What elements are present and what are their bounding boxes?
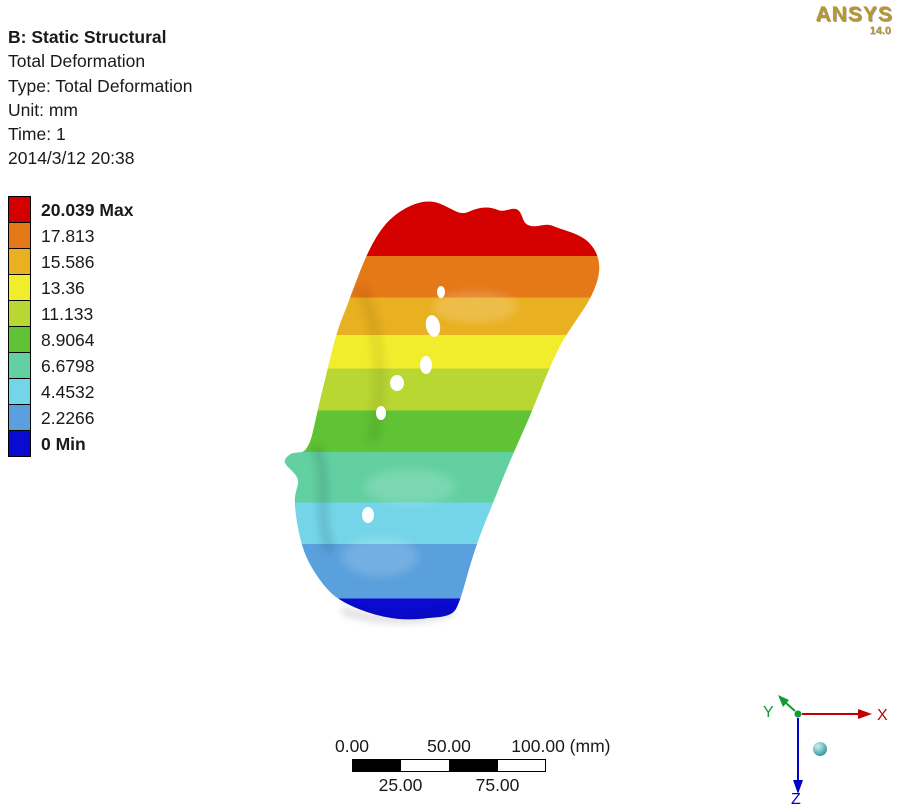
legend-color-swatch <box>8 248 31 275</box>
scale-segment <box>496 760 545 771</box>
legend-value: 6.6798 <box>41 355 95 376</box>
legend-item: 6.6798 <box>8 352 133 379</box>
scale-bar <box>352 759 546 772</box>
legend-item: 13.36 <box>8 274 133 301</box>
triad-x-axis[interactable]: X <box>802 707 888 724</box>
legend-value: 8.9064 <box>41 329 95 350</box>
scale-segment <box>400 760 449 771</box>
ansys-version-text: 14.0 <box>869 25 891 37</box>
legend-item: 17.813 <box>8 222 133 249</box>
legend-item: 15.586 <box>8 248 133 275</box>
legend-value: 13.36 <box>41 277 85 298</box>
scale-segment <box>353 760 401 771</box>
scale-label-50: 50.00 <box>427 736 471 756</box>
triad-isometric-ball[interactable] <box>813 742 827 756</box>
spine-model-silhouette <box>284 201 600 620</box>
model-surface-shading <box>311 284 517 623</box>
scale-ruler: 0.00 50.00 100.00 (mm) 25.00 75.00 <box>335 736 611 797</box>
deformation-contour-plot <box>284 201 600 623</box>
triad-y-axis[interactable]: Y <box>763 695 802 721</box>
result-type: Type: Total Deformation <box>8 75 193 96</box>
legend-item: 11.133 <box>8 300 133 327</box>
legend-value: 4.4532 <box>41 381 95 402</box>
ansys-brand-text: ANSYS <box>815 3 893 26</box>
legend-color-swatch <box>8 326 31 353</box>
legend-color-swatch <box>8 378 31 405</box>
legend-color-swatch <box>8 404 31 431</box>
legend-item: 20.039 Max <box>8 196 134 223</box>
analysis-system-title: B: Static Structural <box>8 27 167 47</box>
legend-value: 15.586 <box>41 251 95 272</box>
legend-color-swatch <box>8 274 31 301</box>
result-annotation: B: Static Structural Total Deformation T… <box>8 25 193 171</box>
legend-value: 11.133 <box>41 303 94 324</box>
legend-color-swatch <box>8 352 31 379</box>
legend-item: 0 Min <box>8 430 133 457</box>
legend-value-min: 0 Min <box>41 433 86 454</box>
legend-value-max: 20.039 Max <box>41 199 134 220</box>
scale-label-0: 0.00 <box>334 736 370 756</box>
legend-color-swatch <box>8 196 31 223</box>
scale-segment <box>448 760 497 771</box>
legend-color-swatch <box>8 300 31 327</box>
graphics-viewport[interactable] <box>260 192 630 632</box>
contour-legend: 20.039 Max 17.813 15.586 13.36 11.133 8.… <box>8 196 134 457</box>
vertebral-foramen-holes <box>362 286 445 523</box>
result-time: Time: 1 <box>8 124 66 145</box>
triad-y-label: Y <box>763 704 774 721</box>
legend-item: 4.4532 <box>8 378 133 405</box>
scale-label-100: 100.00 (mm) <box>511 736 611 756</box>
triad-x-label: X <box>877 707 888 724</box>
scale-label-25: 25.00 <box>378 775 423 795</box>
scale-labels-top: 0.00 50.00 100.00 (mm) <box>335 736 611 757</box>
legend-value: 17.813 <box>41 225 95 246</box>
scale-label-75: 75.00 <box>475 775 520 795</box>
orientation-triad: X Z Y <box>763 695 888 806</box>
legend-item: 2.2266 <box>8 404 133 431</box>
triad-z-axis[interactable]: Z <box>791 718 803 806</box>
legend-color-swatch <box>8 222 31 249</box>
result-unit: Unit: mm <box>8 99 78 120</box>
legend-value: 2.2266 <box>41 407 95 428</box>
result-name: Total Deformation <box>8 51 146 72</box>
legend-item: 8.9064 <box>8 326 133 353</box>
legend-color-swatch <box>8 430 31 457</box>
result-timestamp: 2014/3/12 20:38 <box>8 148 135 169</box>
ansys-logo: ANSYS 14.0 <box>816 4 893 37</box>
scale-labels-bottom: 25.00 75.00 <box>352 775 546 797</box>
triad-z-label: Z <box>791 791 801 806</box>
